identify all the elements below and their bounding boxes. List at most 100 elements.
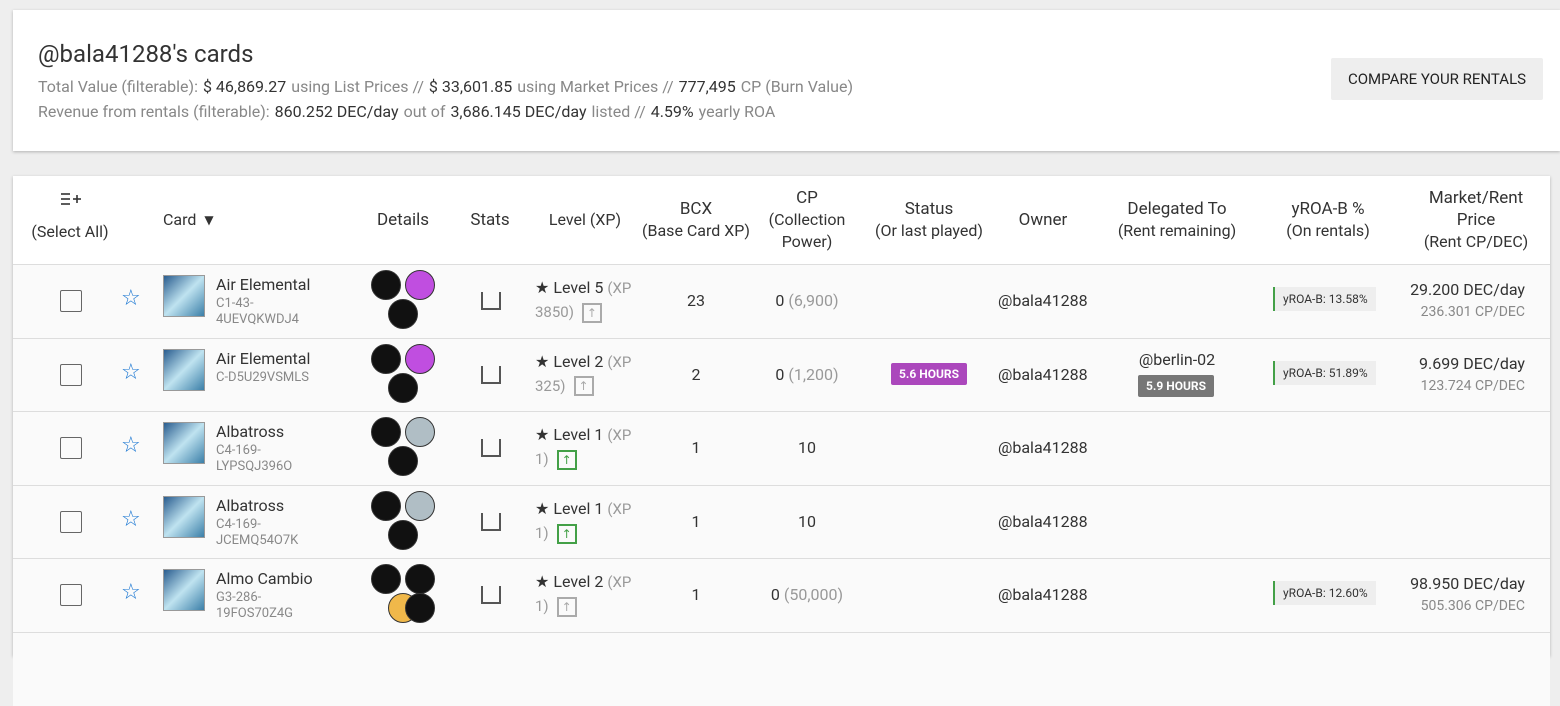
detail-icon <box>405 270 435 300</box>
summary-card: @bala41288's cards Total Value (filterab… <box>13 10 1560 151</box>
header-subtext: (Rent CP/DEC) <box>1423 232 1529 251</box>
cp-value: 0 <box>770 585 780 605</box>
level: ★ Level 2 (XP 1) ↑ <box>535 570 645 618</box>
detail-icon <box>388 372 418 403</box>
stats-icon[interactable] <box>481 586 501 605</box>
card-name: Almo Cambio <box>216 569 313 589</box>
select-all-icon[interactable] <box>61 192 83 206</box>
stats-icon[interactable] <box>481 365 501 384</box>
table-row: ☆ Albatross C4-169-JCEMQ54O7K ★ Level 1 (XP 1… <box>13 484 1550 559</box>
owner: @bala41288 <box>998 585 1088 605</box>
column-header: CP (Collection Power) <box>747 176 867 264</box>
xp-text: (XP 3850) <box>535 279 632 321</box>
header-text: CP <box>796 188 818 208</box>
header-text: yROA-B % <box>1291 199 1365 219</box>
stats-icon[interactable] <box>481 512 501 531</box>
table-row: ☆ Air Elemental C1-43-4UEVQKWDJ4 ★ Level 5 (X… <box>13 264 1550 338</box>
summary-text: 777,495 <box>678 77 736 96</box>
upgrade-icon: ↑ <box>581 302 602 323</box>
yroa-badge: yROA-B: 51.89% <box>1273 360 1376 385</box>
header-subtext: (Base Card XP) <box>642 221 750 240</box>
page-title: @bala41288's cards <box>38 40 254 68</box>
summary-text: yearly ROA <box>698 102 776 121</box>
bcx: 1 <box>691 585 701 605</box>
card-name: Air Elemental <box>216 275 311 294</box>
summary-text: $ 33,601.85 <box>428 77 513 96</box>
header-text: Market/Rent Price <box>1428 188 1524 230</box>
header-text: (XP) <box>589 210 622 229</box>
column-header: Delegated To (Rent remaining) <box>1117 176 1237 264</box>
detail-icon <box>388 299 418 329</box>
select-checkbox[interactable] <box>60 437 82 460</box>
column-header: Stats <box>430 176 550 264</box>
select-checkbox[interactable] <box>60 584 82 607</box>
revenue: Revenue from rentals (filterable): 860.25… <box>38 102 780 121</box>
detail-icon <box>405 417 435 448</box>
summary-text: 4.59% <box>650 102 694 121</box>
card-id: C1-43-4UEVQKWDJ4 <box>216 296 299 327</box>
column-header: BCX (Base Card XP) <box>636 176 756 264</box>
favorite-star[interactable]: ☆ <box>121 506 141 532</box>
cp-per-dec: 236.301 CP/DEC <box>1420 304 1525 320</box>
detail-icon <box>405 593 435 624</box>
level-text: Level 2 <box>553 351 604 371</box>
select-checkbox[interactable] <box>60 290 82 312</box>
favorite-star[interactable]: ☆ <box>121 433 141 459</box>
owner: @bala41288 <box>998 438 1088 458</box>
column-header: Details <box>343 176 463 264</box>
header-subtext: (Rent remaining) <box>1117 221 1237 240</box>
summary-text: out of <box>403 102 446 121</box>
cp-per-dec: 505.306 CP/DEC <box>1420 598 1525 615</box>
summary-text: using Market Prices // <box>517 77 674 96</box>
card-id: C4-169-LYPSQJ396O <box>216 443 293 475</box>
card-id: C-D5U29VSMLS <box>216 369 309 385</box>
detail-icon <box>405 564 435 595</box>
cp-burn: (1,200) <box>788 364 839 384</box>
yroa-badge: yROA-B: 12.60% <box>1273 581 1376 606</box>
page: @bala41288's cards Total Value (filterab… <box>13 10 1560 706</box>
column-header: Level (XP) <box>525 176 645 264</box>
table-row <box>13 632 1550 706</box>
header-text: Delegated To <box>1127 199 1227 219</box>
header-text: Status <box>904 199 954 219</box>
summary-text: $ 46,869.27 <box>202 77 287 96</box>
cp-value: 10 <box>798 511 816 531</box>
summary-text: listed // <box>591 102 646 121</box>
select-checkbox[interactable] <box>60 510 82 533</box>
header-text: Details <box>376 210 430 230</box>
favorite-star[interactable]: ☆ <box>121 580 141 606</box>
detail-icon <box>371 417 401 448</box>
level-text: Level 5 <box>553 278 604 297</box>
level: ★ Level 1 (XP 1) ↑ <box>535 497 645 545</box>
owner: @bala41288 <box>998 291 1088 310</box>
stats-icon[interactable] <box>481 292 501 310</box>
bcx: 1 <box>691 511 701 531</box>
cards-table: (Select All) Card ▼ Details Stats Level (XP) BC… <box>13 176 1550 706</box>
summary-text: CP (Burn Value) <box>740 77 854 96</box>
cp: 0 (1,200) <box>747 365 867 384</box>
select-checkbox[interactable] <box>60 363 82 386</box>
header-text: Level <box>548 210 586 229</box>
total-value: Total Value (filterable): $ 46,869.27 usin… <box>38 77 858 96</box>
xp-text: (XP 1) <box>535 426 632 469</box>
cp-burn: (50,000) <box>783 585 844 605</box>
header-text: Card <box>163 210 197 229</box>
header-text: Stats <box>470 210 510 230</box>
bcx: 1 <box>691 438 701 458</box>
stats-icon[interactable] <box>481 439 501 458</box>
cp-value: 0 <box>775 291 785 310</box>
upgrade-icon: ↑ <box>573 376 594 397</box>
header-subtext: (On rentals) <box>1286 221 1370 240</box>
favorite-star[interactable]: ☆ <box>121 359 141 385</box>
cp-value: 0 <box>775 364 785 384</box>
table-row: ☆ Almo Cambio G3-286-19FOS70Z4G ★ Level 2 (XP… <box>13 558 1550 633</box>
summary-text: using List Prices // <box>291 77 424 96</box>
upgrade-icon: ↑ <box>556 449 577 470</box>
detail-icon <box>371 270 401 300</box>
favorite-star[interactable]: ☆ <box>121 286 141 311</box>
compare-button[interactable]: COMPARE YOUR RENTALS <box>1331 58 1543 100</box>
detail-icon <box>405 490 435 521</box>
level-text: Level 2 <box>553 572 604 592</box>
card-id: C4-169-JCEMQ54O7K <box>216 516 299 548</box>
rent-remaining: 5.9 HOURS <box>1138 374 1214 397</box>
